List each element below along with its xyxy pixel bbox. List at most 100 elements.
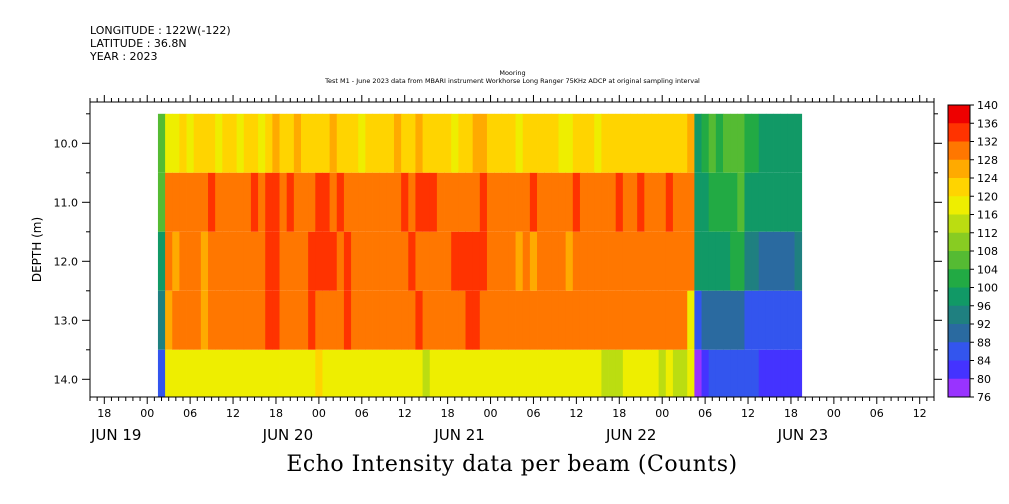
colorbar-swatch [948,360,970,380]
heatmap-cell [794,290,803,350]
heatmap-cell [208,113,216,173]
heatmap-cell [737,349,745,397]
heatmap-cell [315,113,323,173]
year-label: YEAR : 2023 [90,50,158,63]
heatmap-cell [751,113,760,173]
heatmap-cell [794,349,803,397]
heatmap-cell [193,231,202,291]
heatmap-cell [658,172,667,232]
x-date-label: JUN 21 [433,426,484,444]
heatmap-cell [379,172,388,232]
heatmap-cell [594,290,602,350]
heatmap-cell [458,172,466,232]
heatmap-cell [608,172,617,232]
heatmap-cell [708,113,717,173]
heatmap-cell [565,290,574,350]
heatmap-cell [672,231,681,291]
heatmap-cell [694,231,702,291]
heatmap-cell [565,349,574,397]
heatmap-cell [508,290,516,350]
heatmap-cell [243,290,252,350]
heatmap-cell [723,231,731,291]
colorbar-swatch [948,105,970,124]
heatmap-cell [794,231,803,291]
heatmap-cell [637,349,645,397]
heatmap-cell [444,231,452,291]
heatmap-cell [208,231,216,291]
heatmap-cell [186,290,195,350]
heatmap-cell [551,231,559,291]
colorbar-label: 88 [977,336,991,349]
heatmap-cell [351,172,359,232]
heatmap-cell [250,349,259,397]
heatmap-cell [422,113,431,173]
colorbar-label: 112 [977,227,998,240]
heatmap-cell [780,172,788,232]
heatmap-cell [701,172,710,232]
heatmap-cell [501,113,509,173]
x-tick-label: 12 [226,407,240,420]
heatmap-cell [429,290,438,350]
heatmap-cell [429,349,438,397]
colorbar-swatch [948,232,970,252]
heatmap-cell [637,172,645,232]
heatmap-cell [594,231,602,291]
heatmap-cell [386,231,395,291]
heatmap-cell [665,231,674,291]
heatmap-cell [408,172,416,232]
heatmap-cell [215,113,223,173]
heatmap-cell [351,231,359,291]
heatmap-cell [680,113,688,173]
heatmap-cell [165,172,173,232]
heatmap-cell [408,113,416,173]
heatmap-cell [336,172,345,232]
heatmap-cell [794,172,803,232]
heatmap-cell [379,231,388,291]
heatmap-cell [479,231,488,291]
heatmap-cell [451,231,459,291]
heatmap-cell [386,349,395,397]
heatmap-cell [529,172,538,232]
heatmap-cell [630,172,638,232]
heatmap-cell [293,290,302,350]
heatmap-cell [494,231,502,291]
heatmap-cell [458,349,466,397]
heatmap-cell [286,172,295,232]
heatmap-cell [186,231,195,291]
heatmap-cell [358,172,366,232]
heatmap-cell [322,113,331,173]
colorbar-swatch [948,123,970,142]
heatmap-cell [179,113,187,173]
x-tick-label: 06 [355,407,369,420]
heatmap-cell [486,231,495,291]
heatmap-cell [508,113,516,173]
x-tick-label: 06 [870,407,884,420]
heatmap-cell [200,113,209,173]
y-tick-label: 12.0 [54,255,79,268]
heatmap-cell [544,113,552,173]
colorbar-label: 76 [977,391,991,404]
heatmap-cell [744,231,753,291]
heatmap-cell [665,349,674,397]
heatmap-cell [329,113,338,173]
heatmap-cell [687,231,695,291]
heatmap-cell [501,172,509,232]
heatmap-cell [401,231,409,291]
heatmap-cell [637,231,645,291]
heatmap-cell [687,290,695,350]
heatmap-cell [386,290,395,350]
heatmap-cell [479,349,488,397]
heatmap-cell [780,349,788,397]
colorbar-swatch [948,305,970,325]
heatmap-cell [658,290,667,350]
x-date-label: JUN 22 [605,426,656,444]
heatmap-cell [258,231,266,291]
chart-supertitle: Mooring [499,69,526,77]
heatmap-cell [172,113,180,173]
heatmap-cell [587,349,595,397]
heatmap-cell [758,349,767,397]
heatmap-cell [758,172,767,232]
heatmap-cell [186,172,195,232]
heatmap-cell [665,290,674,350]
heatmap-cell [308,172,316,232]
